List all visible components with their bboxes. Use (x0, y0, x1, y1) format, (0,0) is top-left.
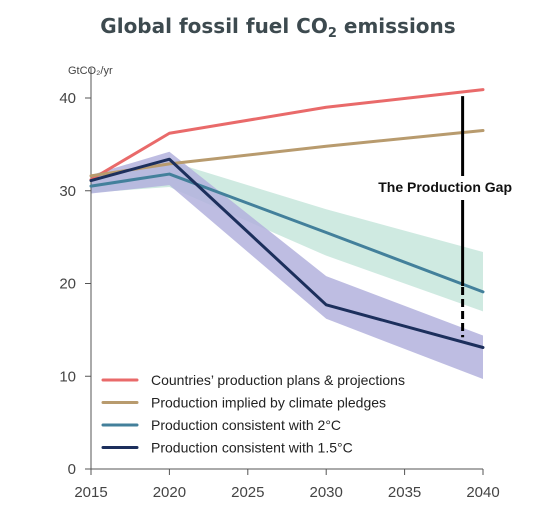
x-tick-label: 2020 (153, 484, 186, 501)
chart-title: Global fossil fuel CO2 emissions (0, 14, 556, 41)
y-tick-label: 40 (59, 90, 76, 107)
y-tick-label: 20 (59, 276, 76, 293)
band-production-consistent-with-2-c (91, 161, 483, 312)
legend-label-production-consistent-with-1-5-c: Production consistent with 1.5°C (151, 440, 353, 456)
title-end: emissions (336, 14, 456, 38)
y-tick-label: 10 (59, 368, 76, 385)
x-tick-label: 2035 (388, 484, 421, 501)
legend: Countries’ production plans & projection… (101, 372, 405, 456)
y-tick-label: 0 (68, 461, 76, 478)
y-tick-label: 30 (59, 183, 76, 200)
title-main: Global fossil fuel CO (100, 14, 328, 38)
x-tick-label: 2015 (74, 484, 107, 501)
production-gap-annotation: The Production Gap (378, 96, 512, 338)
line-production-consistent-with-1-5-c (89, 157, 485, 349)
legend-label-production-consistent-with-2-c: Production consistent with 2°C (151, 417, 341, 433)
title-subscript: 2 (327, 26, 337, 41)
line-countries-production-plans-projections (89, 88, 485, 182)
x-tick-label: 2040 (466, 484, 499, 501)
x-tick-label: 2030 (310, 484, 343, 501)
legend-label-countries-production-plans-projections: Countries’ production plans & projection… (151, 372, 405, 388)
series-lines (89, 88, 485, 349)
y-axis-unit: GtCO₂/yr (68, 65, 113, 77)
legend-label-production-implied-by-climate-pledges: Production implied by climate pledges (151, 395, 386, 411)
x-tick-label: 2025 (231, 484, 264, 501)
line-production-consistent-with-2-c (89, 172, 485, 294)
gap-label: The Production Gap (378, 179, 512, 195)
